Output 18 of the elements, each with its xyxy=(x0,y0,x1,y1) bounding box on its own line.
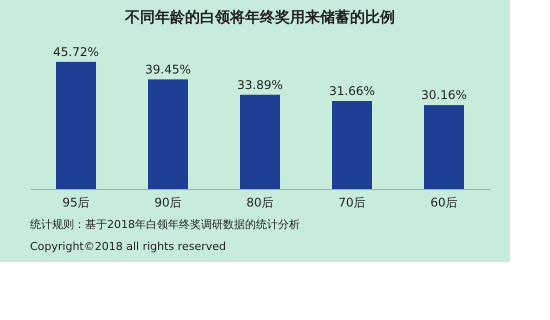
x-tick-label: 70后 xyxy=(338,196,366,210)
x-tick-label: 60后 xyxy=(430,196,458,210)
x-tick-label: 90后 xyxy=(154,196,182,210)
text: 统计规则：基于2018年白领年终奖调研数据的统计分析 xyxy=(30,218,300,231)
bar xyxy=(56,62,96,189)
x-tick-label: 95后 xyxy=(62,196,90,210)
data-label: 30.16% xyxy=(421,88,467,102)
x-tick-label: 80后 xyxy=(246,196,274,210)
bar xyxy=(332,100,372,189)
data-label: 33.89% xyxy=(237,78,283,92)
bar xyxy=(240,94,280,189)
data-label: 45.72% xyxy=(53,44,99,59)
chart-title: 不同年龄的白领将年终奖用来储蓄的比例 xyxy=(124,8,395,26)
text: Copyright©2018 all rights reserved xyxy=(30,240,226,253)
bar xyxy=(148,79,188,189)
data-label: 31.66% xyxy=(329,84,375,98)
bar xyxy=(424,105,464,189)
data-label: 39.45% xyxy=(145,62,191,76)
